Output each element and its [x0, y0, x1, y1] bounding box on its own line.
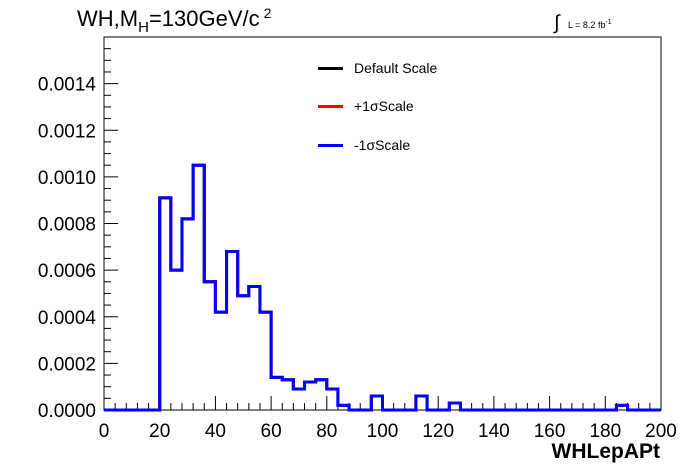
luminosity-label: ∫ L = 8.2 fb-1: [554, 12, 612, 34]
y-tick-label: 0.0000: [38, 401, 96, 422]
legend-label-minus: -1σScale: [354, 137, 411, 153]
x-tick-label: 120: [422, 421, 454, 442]
legend-swatch-default: [318, 66, 343, 70]
legend-entry-minus: -1σScale: [318, 135, 410, 155]
legend-swatch-minus: [318, 143, 343, 147]
x-tick-label: 80: [316, 421, 337, 442]
x-axis: 0 20 40 60 80 100 120 140 160 180 200: [99, 396, 677, 442]
series-line-2: [104, 163, 661, 412]
y-tick-label: 0.0008: [38, 215, 96, 236]
legend-label-plus: +1σScale: [354, 98, 414, 114]
y-tick-label: 0.0014: [38, 75, 97, 96]
series-line-1: [104, 163, 661, 412]
y-tick-label: 0.0010: [38, 168, 96, 189]
y-tick-label: 0.0004: [38, 308, 97, 329]
legend-entry-default: Default Scale: [318, 58, 437, 78]
y-axis: 0.0000 0.0002 0.0004 0.0006 0.0008 0.0010 0.00…: [38, 36, 118, 422]
legend-label-default: Default Scale: [354, 60, 438, 76]
legend-entry-plus: +1σScale: [318, 96, 414, 116]
x-tick-label: 20: [149, 421, 170, 442]
x-tick-label: 160: [534, 421, 566, 442]
x-axis-label: WHLepAPt: [551, 440, 661, 463]
plot-frame: [103, 36, 662, 411]
x-tick-label: 180: [589, 421, 621, 442]
x-tick-label: 0: [99, 421, 110, 442]
chart-title: WH,MH=130GeV/c 2: [77, 5, 272, 36]
x-tick-label: 200: [645, 421, 677, 442]
y-tick-label: 0.0012: [38, 121, 96, 142]
series-line-0: [104, 163, 661, 412]
y-tick-label: 0.0006: [38, 261, 96, 282]
integral-symbol: ∫: [554, 12, 560, 34]
x-tick-label: 100: [367, 421, 399, 442]
x-tick-label: 60: [261, 421, 282, 442]
y-tick-label: 0.0002: [38, 354, 96, 375]
series-layer: [104, 163, 661, 412]
x-tick-label: 40: [205, 421, 226, 442]
title-superscript: 2: [263, 5, 272, 21]
title-subscript: H: [138, 19, 149, 36]
x-tick-label: 140: [478, 421, 510, 442]
legend-swatch-plus: [318, 104, 343, 108]
